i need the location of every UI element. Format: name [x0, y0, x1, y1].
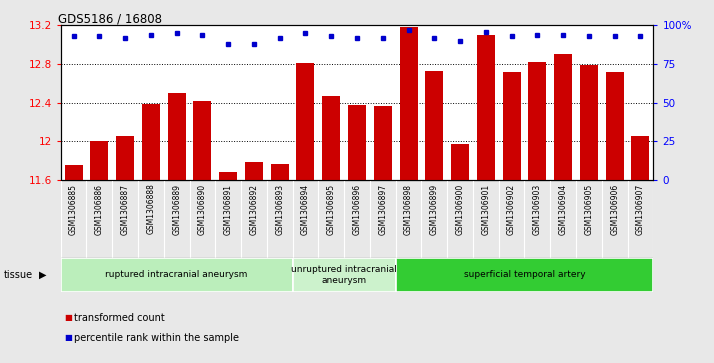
Text: GSM1306899: GSM1306899: [430, 184, 439, 235]
Bar: [605, 72, 623, 180]
Text: ruptured intracranial aneurysm: ruptured intracranial aneurysm: [106, 270, 248, 280]
Text: GSM1306896: GSM1306896: [353, 184, 361, 235]
Bar: [426, 71, 443, 180]
Text: GSM1306897: GSM1306897: [378, 184, 387, 235]
Text: superficial temporal artery: superficial temporal artery: [463, 270, 585, 280]
Bar: [64, 165, 83, 180]
Text: GSM1306900: GSM1306900: [456, 184, 465, 235]
Text: GSM1306904: GSM1306904: [558, 184, 568, 235]
Text: ■: ■: [64, 333, 72, 342]
Bar: [528, 62, 546, 180]
Text: GSM1306907: GSM1306907: [636, 184, 645, 235]
Text: GSM1306906: GSM1306906: [610, 184, 619, 235]
Text: ■: ■: [64, 313, 72, 322]
Text: unruptured intracranial
aneurysm: unruptured intracranial aneurysm: [291, 265, 397, 285]
Bar: [142, 105, 160, 180]
Text: GSM1306893: GSM1306893: [275, 184, 284, 235]
Text: GSM1306892: GSM1306892: [249, 184, 258, 234]
Bar: [219, 172, 237, 180]
Text: GSM1306901: GSM1306901: [481, 184, 491, 235]
Text: GSM1306889: GSM1306889: [172, 184, 181, 234]
Bar: [396, 258, 653, 291]
Bar: [554, 54, 572, 180]
Text: GSM1306891: GSM1306891: [223, 184, 233, 234]
Bar: [477, 35, 495, 180]
Bar: [293, 258, 396, 291]
Bar: [271, 164, 288, 180]
Text: percentile rank within the sample: percentile rank within the sample: [74, 333, 238, 343]
Bar: [580, 65, 598, 180]
Text: GSM1306887: GSM1306887: [121, 184, 130, 234]
Bar: [90, 141, 109, 180]
Bar: [322, 96, 341, 180]
Bar: [296, 63, 314, 180]
Bar: [348, 105, 366, 180]
Text: GSM1306888: GSM1306888: [146, 184, 156, 234]
Text: GSM1306885: GSM1306885: [69, 184, 78, 234]
Bar: [116, 136, 134, 180]
Bar: [400, 27, 418, 180]
Bar: [503, 72, 521, 180]
Bar: [168, 93, 186, 180]
Text: transformed count: transformed count: [74, 313, 164, 323]
Bar: [451, 144, 469, 180]
Bar: [193, 101, 211, 180]
Text: GSM1306895: GSM1306895: [327, 184, 336, 235]
Text: GSM1306902: GSM1306902: [507, 184, 516, 235]
Bar: [373, 106, 392, 180]
Text: GSM1306886: GSM1306886: [95, 184, 104, 234]
Text: GSM1306890: GSM1306890: [198, 184, 207, 235]
Text: GSM1306903: GSM1306903: [533, 184, 542, 235]
Text: GSM1306894: GSM1306894: [301, 184, 310, 235]
Text: ▶: ▶: [39, 270, 47, 280]
Text: GSM1306905: GSM1306905: [584, 184, 593, 235]
Text: GSM1306898: GSM1306898: [404, 184, 413, 234]
Bar: [61, 258, 293, 291]
Text: GDS5186 / 16808: GDS5186 / 16808: [58, 12, 162, 25]
Bar: [631, 136, 650, 180]
Bar: [245, 162, 263, 180]
Text: tissue: tissue: [4, 270, 33, 280]
